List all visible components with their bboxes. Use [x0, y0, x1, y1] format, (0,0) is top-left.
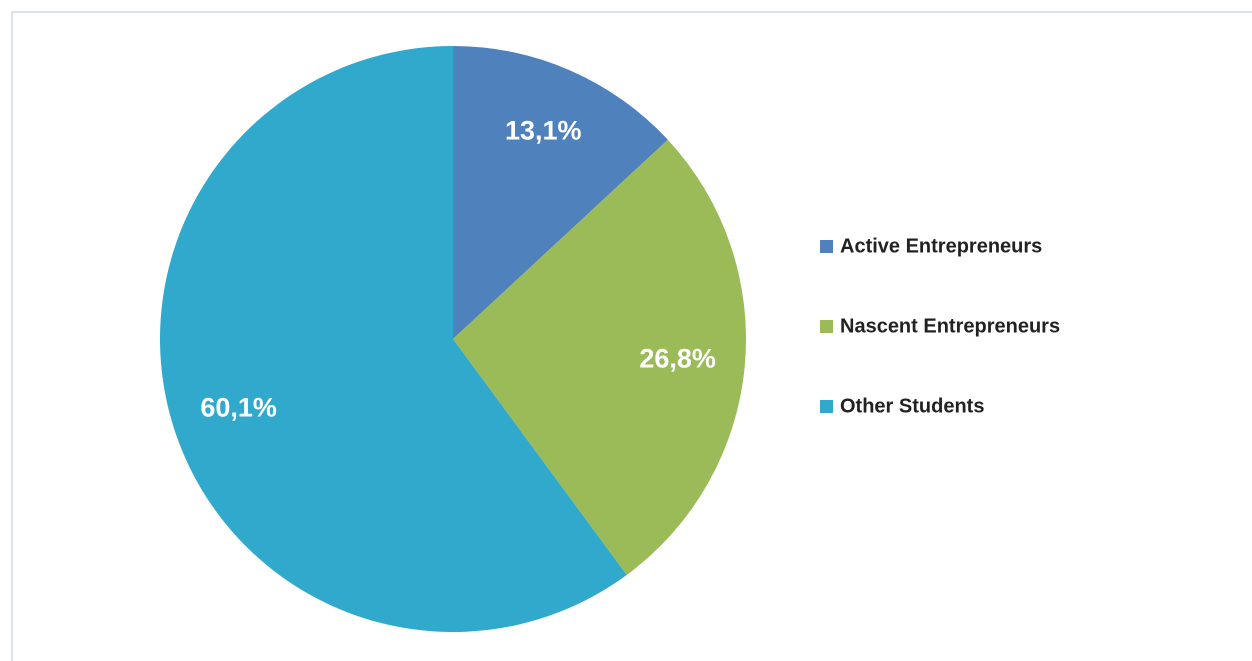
legend-label: Nascent Entrepreneurs: [840, 315, 1060, 337]
legend-label: Active Entrepreneurs: [840, 235, 1042, 257]
value-label: 60,1%: [200, 393, 277, 423]
legend-label: Other Students: [840, 395, 984, 417]
pie-slice: [159, 46, 627, 632]
value-label: 13,1%: [505, 115, 582, 145]
legend-swatch: [820, 320, 833, 333]
value-label: 26,8%: [639, 343, 716, 373]
pie-slice: [453, 139, 746, 575]
pie-slice: [453, 46, 668, 339]
legend-swatch: [820, 240, 833, 253]
legend-swatch: [820, 400, 833, 413]
